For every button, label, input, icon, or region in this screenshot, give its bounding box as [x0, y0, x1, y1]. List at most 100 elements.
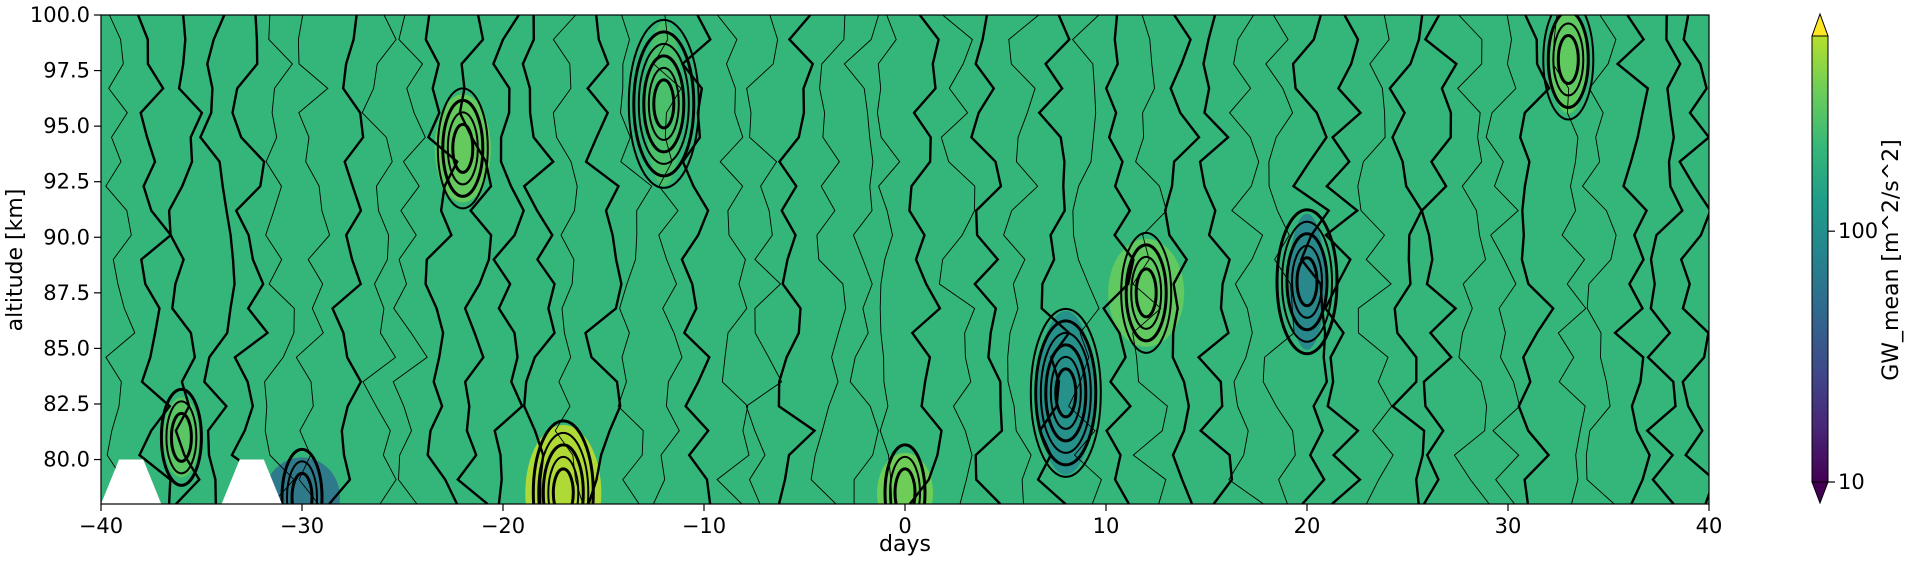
contour-ring [1130, 255, 1163, 330]
contour-line [810, 15, 847, 504]
contour-line [1388, 15, 1426, 504]
y-axis-ticks: 80.0 82.5 85.0 87.5 90.0 92.5 95.0 97.5 100.0 [30, 3, 101, 472]
masked-regions [101, 459, 282, 504]
contour-line [843, 15, 880, 504]
contour-ring [1044, 343, 1088, 443]
contour-ring [1039, 331, 1092, 454]
x-tick-label: 30 [1495, 514, 1522, 538]
contour-ring [436, 87, 489, 210]
y-tick-label: 97.5 [43, 59, 90, 83]
contour-line [1036, 15, 1071, 504]
contour-line [1552, 15, 1587, 504]
contour-line [745, 15, 783, 504]
contour-ring [446, 111, 479, 186]
field-patch [434, 94, 491, 203]
colorbar-extend-bottom [1811, 481, 1829, 505]
field-patch [163, 397, 200, 478]
contour-line [1420, 15, 1458, 504]
contour-ring [169, 411, 193, 463]
contour-lines [105, 15, 1709, 504]
contour-line [1003, 15, 1039, 504]
contour-line [167, 15, 204, 504]
y-tick-label: 100.0 [30, 3, 90, 27]
contour-line [1613, 15, 1651, 504]
plot-background [101, 15, 1709, 504]
contour-ring [889, 455, 921, 504]
contour-ring [1049, 355, 1082, 430]
contour-ring [1542, 15, 1595, 121]
contour-line [105, 15, 136, 504]
contour-line [777, 15, 817, 504]
field-patch [1037, 310, 1094, 475]
contour-line [264, 15, 295, 504]
contour-ring [280, 447, 324, 504]
contour-ring [1281, 220, 1333, 343]
colorbar-body [1811, 35, 1829, 483]
contour-line [617, 15, 653, 504]
contour-ring [531, 419, 595, 504]
contour-ring [1291, 244, 1323, 319]
contour-ring [1295, 256, 1319, 308]
contour-line [652, 15, 683, 504]
colorbar-ticks: 10 100 [1828, 219, 1878, 494]
contour-line [1132, 15, 1168, 504]
contour-ring [541, 443, 585, 504]
field-patch [1289, 213, 1325, 350]
contour-line [136, 15, 173, 504]
contour-line [1357, 15, 1394, 504]
contour-line [1262, 15, 1296, 504]
contour-line [876, 15, 901, 504]
contour-ring [1552, 22, 1585, 97]
contour-line [1485, 15, 1521, 504]
colorbar: 10 100 GW_mean [m^2/s^2] [1811, 12, 1904, 505]
contour-ring [1275, 208, 1339, 356]
x-axis-label: days [879, 532, 931, 557]
contour-line [908, 15, 943, 504]
contour-line [424, 15, 459, 504]
x-tick-label: −20 [481, 514, 525, 538]
contour-ring [627, 18, 700, 189]
contour-line [680, 15, 712, 504]
contour-line [1517, 15, 1555, 504]
masked-region [221, 459, 282, 504]
contour-ring [547, 455, 580, 504]
contour-line [1645, 15, 1684, 504]
contour-line [1581, 15, 1617, 504]
contour-ring [1285, 232, 1329, 332]
contour-ring [637, 42, 690, 165]
contour-line [1163, 15, 1201, 504]
contour-line [716, 15, 750, 504]
contour-ring [1546, 15, 1590, 109]
contour-line [230, 15, 270, 504]
contour-line [361, 15, 397, 504]
contour-ring [290, 471, 314, 504]
x-tick-label: −10 [682, 514, 726, 538]
contour-line [392, 15, 428, 504]
contour-line [328, 15, 365, 504]
contour-ring [159, 387, 203, 487]
contour-line [1324, 15, 1363, 504]
contour-line [938, 15, 976, 504]
contour-ring [286, 460, 318, 504]
contour-ring [893, 467, 917, 504]
contour-ring [441, 98, 485, 198]
contour-line [970, 15, 1004, 504]
contour-ring [1054, 367, 1078, 419]
contour-ring [165, 400, 198, 475]
y-tick-label: 95.0 [43, 114, 90, 138]
contour-ring [647, 66, 680, 141]
y-tick-label: 92.5 [43, 170, 90, 194]
contour-line [492, 15, 526, 504]
colorbar-extend-top [1811, 12, 1829, 37]
contour-ring [652, 78, 676, 130]
contour-ring [632, 30, 696, 178]
contour-ring [551, 467, 575, 504]
contour-line [584, 15, 623, 504]
y-tick-label: 82.5 [43, 392, 90, 416]
y-tick-label: 90.0 [43, 225, 90, 249]
contour-ring [1120, 231, 1173, 354]
contour-line [1678, 15, 1709, 504]
contour-line [1068, 15, 1102, 504]
contour-line [1228, 15, 1264, 504]
